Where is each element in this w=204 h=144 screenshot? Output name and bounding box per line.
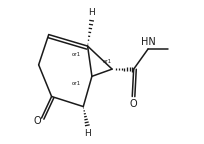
Text: or1: or1 bbox=[103, 59, 112, 64]
Text: HN: HN bbox=[141, 37, 155, 47]
Text: H: H bbox=[89, 8, 95, 17]
Text: or1: or1 bbox=[72, 81, 81, 86]
Text: or1: or1 bbox=[72, 52, 81, 57]
Text: O: O bbox=[33, 116, 41, 126]
Text: H: H bbox=[84, 129, 91, 138]
Text: O: O bbox=[129, 99, 137, 109]
